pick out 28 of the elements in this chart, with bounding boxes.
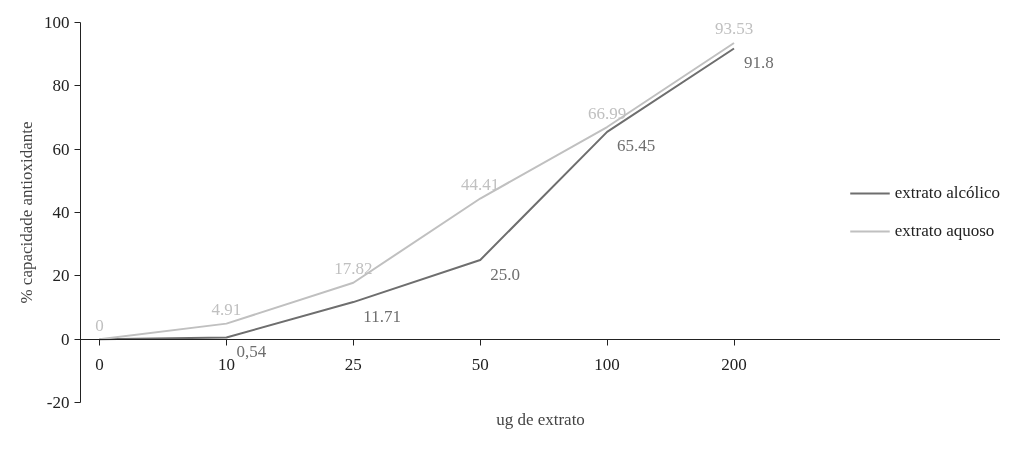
x-tick-label: 25 [344,355,362,375]
data-label: 91.8 [744,52,774,72]
y-tick-label: 40 [52,203,70,222]
y-tick-label: 80 [52,76,70,96]
data-label: 11.71 [363,306,401,326]
x-axis-title: ug de extrato [496,409,585,429]
data-label: 0 [95,315,104,335]
data-label: 25.0 [490,264,520,284]
x-tick-label: 200 [721,355,747,375]
y-tick-label: 0 [61,329,70,349]
data-label: 17.82 [334,259,373,279]
data-label: 0,54 [236,341,267,361]
legend-label: extrato aquoso [894,221,995,241]
y-tick-label: 60 [52,139,70,159]
x-tick-label: 50 [471,355,489,375]
data-label: 65.45 [617,136,656,156]
data-label: 66.99 [588,103,627,123]
data-label: 44.41 [461,175,500,195]
y-tick-label: 20 [52,266,70,286]
x-tick-label: 10 [217,355,235,375]
y-tick-label: -20 [46,393,70,412]
y-axis-title: % capacidade antioxidante [17,121,36,304]
data-label: 93.53 [714,19,754,39]
data-label: 4.91 [211,300,242,320]
x-tick-label: 100 [594,355,620,375]
x-tick-label: 0 [95,355,104,375]
legend-label: extrato alcólico [894,183,1000,203]
y-tick-label: 100 [44,13,70,32]
